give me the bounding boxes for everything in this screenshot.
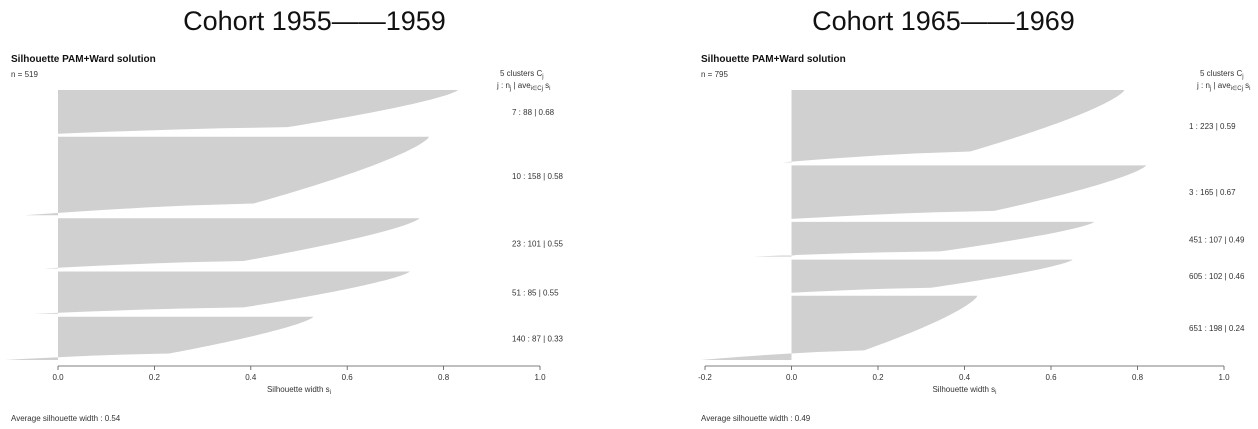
cohort-title: Cohort 1965——1969 <box>812 6 1075 36</box>
chart-panel-right: Cohort 1965——1969 Silhouette PAM+Ward so… <box>629 0 1258 429</box>
legend-header: 5 clusters Cj <box>1200 69 1244 80</box>
cluster-label: 1 : 223 | 0.59 <box>1189 122 1236 131</box>
x-axis-label: Silhouette width si <box>267 385 331 396</box>
x-tick-label: -0.2 <box>698 373 712 382</box>
plot-title: Silhouette PAM+Ward solution <box>11 54 156 65</box>
cluster-label: 451 : 107 | 0.49 <box>1189 235 1245 244</box>
silhouette-cluster-10 <box>24 136 430 216</box>
chart-panel-left: Cohort 1955——1959 Silhouette PAM+Ward so… <box>4 6 564 423</box>
silhouette-cluster-1 <box>782 90 1125 163</box>
cluster-label: 7 : 88 | 0.68 <box>512 108 555 117</box>
x-tick-label: 0.0 <box>786 373 798 382</box>
x-tick-label: 0.2 <box>149 373 161 382</box>
silhouette-cluster-23 <box>43 218 420 269</box>
average-silhouette-label: Average silhouette width : 0.49 <box>701 414 811 423</box>
x-tick-label: 0.6 <box>342 373 354 382</box>
x-tick-label: 1.0 <box>534 373 546 382</box>
silhouette-cluster-451 <box>752 221 1095 257</box>
cluster-label: 651 : 198 | 0.24 <box>1189 324 1245 333</box>
plot-title: Silhouette PAM+Ward solution <box>701 54 846 65</box>
x-tick-label: 0.8 <box>1132 373 1144 382</box>
silhouette-cluster-7 <box>58 90 459 134</box>
n-label: n = 795 <box>701 70 728 79</box>
legend-subheader: j : nj | avei∈Cj si <box>1196 81 1250 92</box>
silhouette-cluster-3 <box>791 165 1147 219</box>
x-tick-label: 0.8 <box>438 373 450 382</box>
legend-header: 5 clusters Cj <box>500 69 544 80</box>
x-tick-label: 0.6 <box>1045 373 1057 382</box>
silhouette-cluster-651 <box>700 295 978 360</box>
x-tick-label: 0.4 <box>245 373 257 382</box>
x-axis-label: Silhouette width si <box>932 385 996 396</box>
average-silhouette-label: Average silhouette width : 0.54 <box>11 414 121 423</box>
cohort-title: Cohort 1955——1959 <box>183 6 446 36</box>
cluster-label: 3 : 165 | 0.67 <box>1189 188 1236 197</box>
cluster-label: 51 : 85 | 0.55 <box>512 289 559 298</box>
silhouette-cluster-605 <box>791 259 1073 293</box>
x-tick-label: 1.0 <box>1218 373 1230 382</box>
cluster-label: 605 : 102 | 0.46 <box>1189 272 1245 281</box>
silhouette-cluster-51 <box>33 271 410 314</box>
silhouette-plot: 7 : 88 | 0.68 10 : 158 | 0.58 23 : 101 | 0… <box>4 69 564 396</box>
legend-subheader: j : nj | avei∈Cj si <box>496 81 550 92</box>
n-label: n = 519 <box>11 70 38 79</box>
silhouette-plot: 1 : 223 | 0.59 3 : 165 | 0.67 451 : 107 | … <box>698 69 1250 396</box>
x-tick-label: 0.2 <box>872 373 884 382</box>
cluster-label: 10 : 158 | 0.58 <box>512 172 564 181</box>
cluster-label: 140 : 87 | 0.33 <box>512 334 564 343</box>
cluster-label: 23 : 101 | 0.55 <box>512 239 564 248</box>
silhouette-cluster-140 <box>4 316 314 360</box>
x-tick-label: 0.0 <box>52 373 64 382</box>
x-tick-label: 0.4 <box>959 373 971 382</box>
